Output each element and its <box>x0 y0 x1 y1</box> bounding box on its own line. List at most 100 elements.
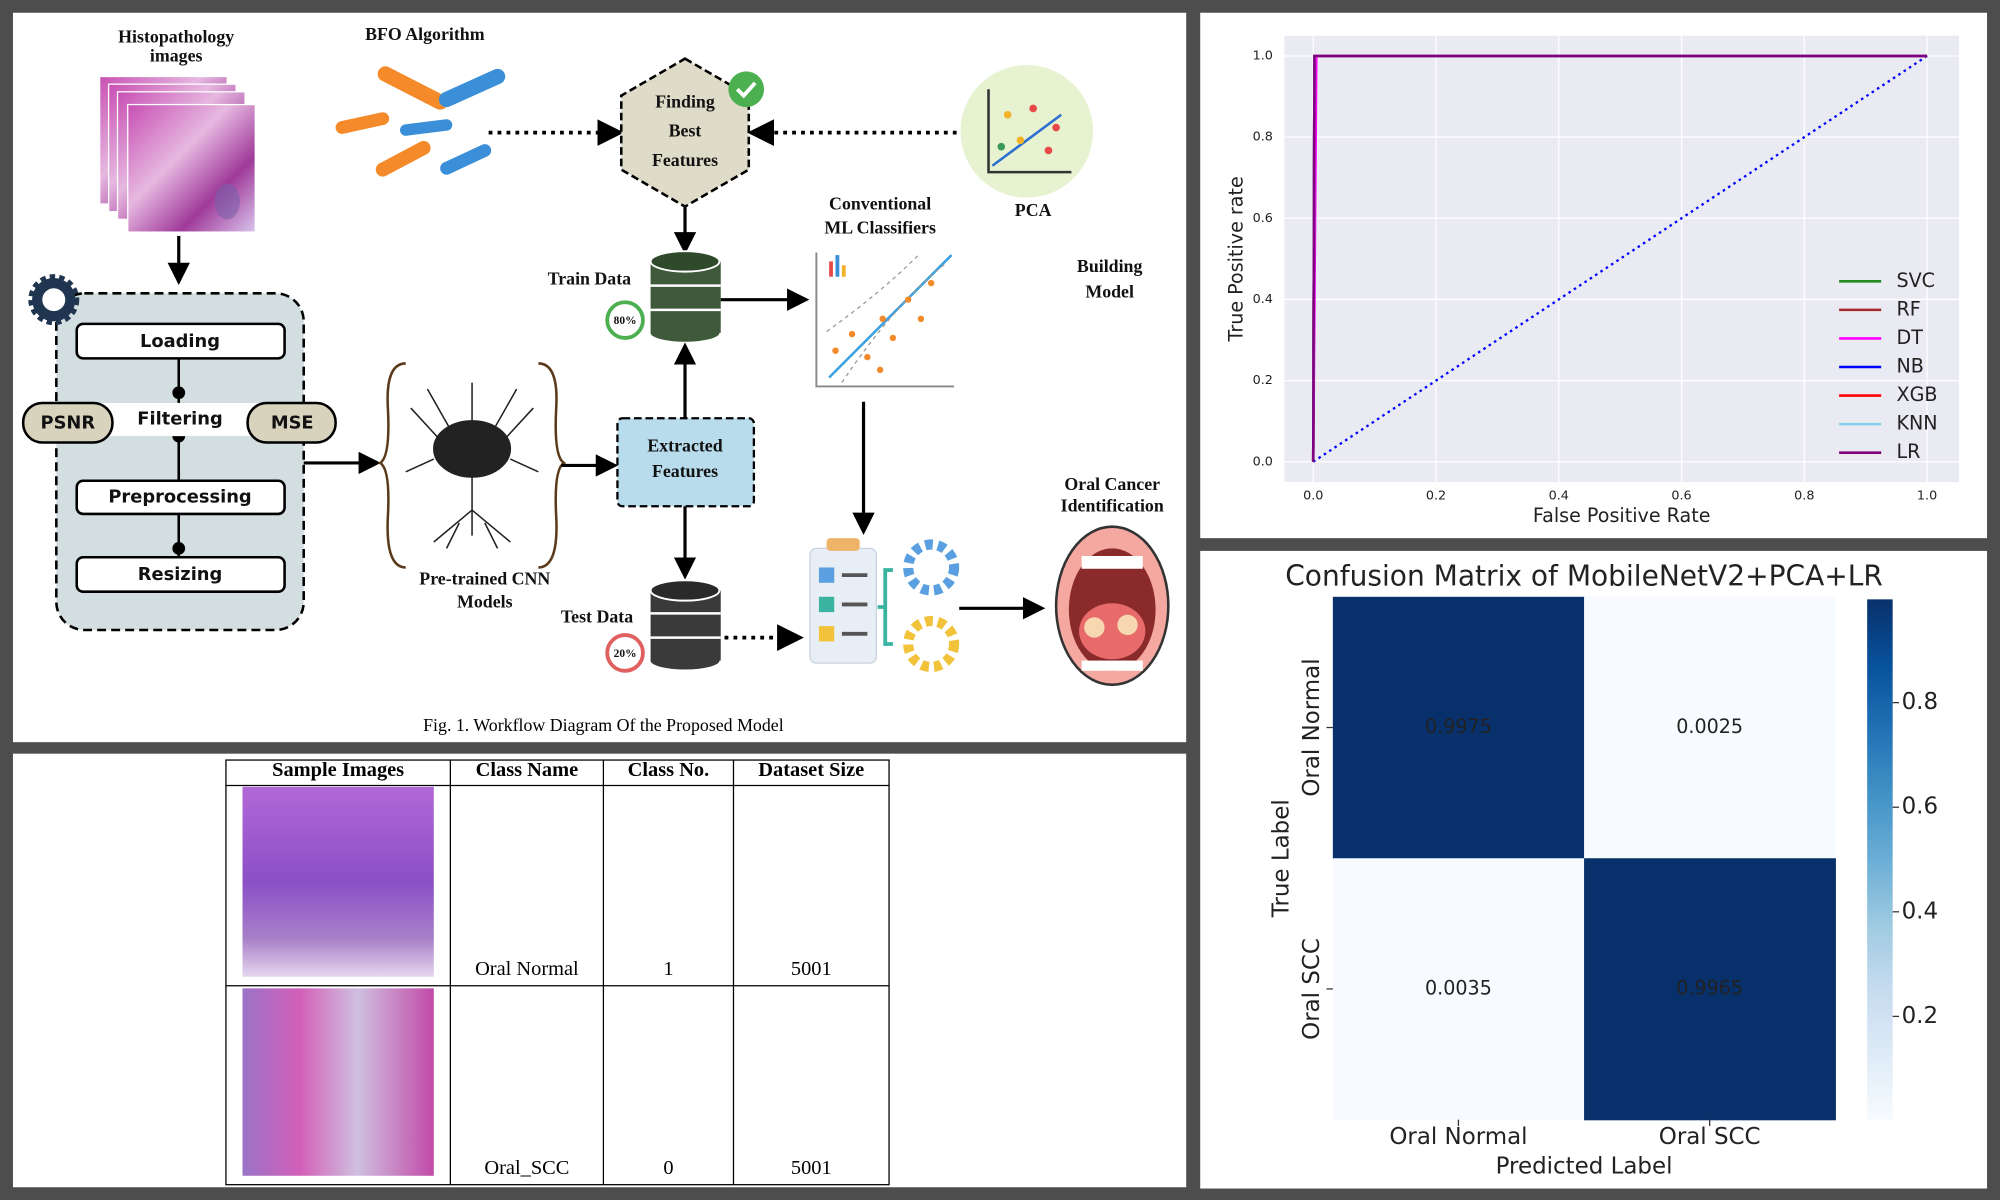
table-cell: 5001 <box>791 958 832 980</box>
bacteria-icon <box>335 66 506 177</box>
dataset-table: Sample Images Class Name Class No. Dataset … <box>225 759 890 1186</box>
header-cell: Sample Images <box>272 759 404 781</box>
label: Oral Cancer <box>1064 474 1160 494</box>
legend-label: RF <box>1896 297 1920 320</box>
dot <box>172 541 186 555</box>
label: Pre-trained CNN <box>419 568 550 588</box>
colorbar-tick-label: 0.4 <box>1902 898 1938 924</box>
label: Finding <box>655 91 715 111</box>
split-label: 20% <box>614 648 637 660</box>
colorbar <box>1867 599 1893 1120</box>
psnr-pill <box>21 401 114 444</box>
y-tick-label: 0.4 <box>1253 292 1273 307</box>
gear-icon <box>28 274 80 326</box>
label: Features <box>652 461 718 481</box>
cell-label: 0.0025 <box>1676 715 1743 738</box>
label: Histopathology <box>118 26 234 46</box>
legend-label: KNN <box>1896 412 1937 435</box>
split-ring <box>605 633 645 673</box>
y-tick-label: 0.8 <box>1253 130 1273 145</box>
label: MSE <box>271 412 314 433</box>
pca-icon <box>960 65 1094 198</box>
step-box <box>75 479 286 516</box>
x-tick-label: 0.8 <box>1794 489 1814 504</box>
label: BFO Algorithm <box>365 24 485 44</box>
y-tick-label: 0.0 <box>1253 454 1273 469</box>
y-tick-label: Oral SCC <box>1299 938 1325 1040</box>
x-tick-label: 0.2 <box>1426 489 1446 504</box>
dot <box>172 386 186 400</box>
x-tick-label: Oral Normal <box>1389 1124 1527 1150</box>
label: images <box>150 45 203 65</box>
x-tick-label: 0.4 <box>1549 489 1569 504</box>
legend-label: NB <box>1896 355 1923 378</box>
label: Train Data <box>548 269 632 289</box>
split-label: 80% <box>614 315 637 327</box>
label: Features <box>652 150 718 170</box>
heatmap-cell <box>1332 596 1585 859</box>
colorbar-tick-label: 0.8 <box>1902 689 1938 715</box>
step-box <box>75 556 286 593</box>
x-axis-label: Predicted Label <box>1496 1153 1673 1179</box>
label: PCA <box>1015 200 1052 220</box>
y-tick-label: 0.2 <box>1253 373 1273 388</box>
step-box <box>75 322 286 360</box>
step-label: Loading <box>140 331 220 352</box>
test-database <box>649 579 721 670</box>
heatmap-cell <box>1332 858 1585 1121</box>
train-database <box>649 250 721 342</box>
roc-chart: 0.0 0.2 0.4 0.6 0.8 1.0 0.0 0.2 0.4 0.6 0.8 1.0 Fals… <box>1225 35 1959 527</box>
cell-label: 0.9965 <box>1676 976 1743 999</box>
y-tick-label: 1.0 <box>1253 48 1273 63</box>
label: Best <box>669 121 702 141</box>
y-axis-label: True Positive rate <box>1225 176 1248 342</box>
table-cell: 0 <box>663 1157 673 1179</box>
heatmap-cell <box>1584 858 1836 1121</box>
label: Models <box>457 591 513 611</box>
table-cell: Oral Normal <box>475 958 579 980</box>
mse-pill <box>246 401 337 444</box>
legend-label: XGB <box>1896 383 1937 406</box>
table-border <box>225 759 890 1186</box>
step-label: Resizing <box>138 564 223 585</box>
scatter-icon <box>815 252 955 388</box>
y-tick-label: Oral Normal <box>1299 658 1325 796</box>
check-badge <box>728 71 765 108</box>
split-ring <box>605 300 645 340</box>
table-panel <box>12 753 1187 1188</box>
x-tick-label: 0.6 <box>1671 489 1691 504</box>
step-label: Filtering <box>137 409 222 430</box>
classifier-icon <box>809 538 960 673</box>
label: Identification <box>1061 496 1164 516</box>
workflow-diagram: Histopathology images Loading Filtering … <box>21 24 1170 735</box>
cnn-icon <box>377 362 567 569</box>
header-cell: Dataset Size <box>758 759 864 781</box>
y-axis-label: True Label <box>1268 799 1294 918</box>
label: Model <box>1085 281 1134 301</box>
chance-line <box>1312 55 1928 463</box>
x-tick-label: 0.0 <box>1303 489 1323 504</box>
chart-title: Confusion Matrix of MobileNetV2+PCA+LR <box>1285 560 1883 593</box>
caption: Fig. 1. Workflow Diagram Of the Proposed… <box>423 715 784 735</box>
sample-image <box>242 988 434 1176</box>
label: Test Data <box>561 607 633 627</box>
table-cell: 1 <box>663 958 673 980</box>
x-tick-label: Oral SCC <box>1659 1124 1761 1150</box>
sample-image <box>242 786 434 977</box>
roc-curve <box>1311 54 1928 462</box>
label: PSNR <box>40 412 95 433</box>
x-axis-label: False Positive Rate <box>1533 504 1711 527</box>
colorbar-tick-label: 0.2 <box>1902 1003 1938 1029</box>
y-tick-label: 0.6 <box>1253 211 1273 226</box>
colorbar-tick-label: 0.6 <box>1902 794 1938 820</box>
step-label: Preprocessing <box>108 486 251 507</box>
table-cell: Oral_SCC <box>484 1157 569 1179</box>
header-cell: Class Name <box>476 759 579 781</box>
heatmap-cell <box>1584 596 1836 859</box>
table-cell: 5001 <box>791 1157 832 1179</box>
image-stack <box>99 75 256 233</box>
cell-label: 0.0035 <box>1425 976 1492 999</box>
label: Conventional <box>829 193 931 213</box>
